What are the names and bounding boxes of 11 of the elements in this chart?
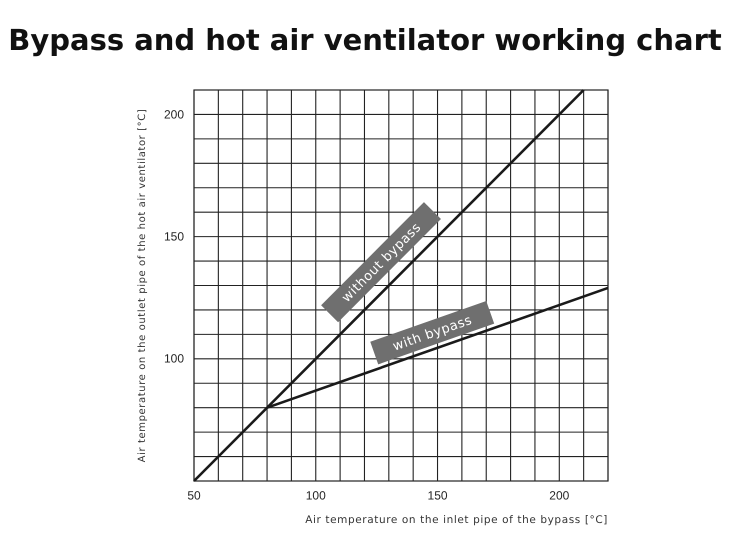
y-tick-label: 100 [164, 352, 184, 366]
label-tag: with bypass [370, 301, 494, 364]
x-tick-label: 100 [306, 488, 326, 503]
y-tick-label: 150 [164, 229, 184, 244]
x-tick-label: 150 [428, 488, 448, 503]
y-tick-label: 200 [164, 107, 184, 122]
x-tick-label: 50 [187, 488, 201, 503]
y-axis-title: Air temperature on the outlet pipe of the hot air ventilator [°C] [137, 108, 148, 462]
x-tick-label: 200 [549, 488, 570, 503]
chart-title: Bypass and hot air ventilator working chart [8, 23, 722, 57]
x-axis-title: Air temperature on the inlet pipe of the bypass [°C] [305, 514, 608, 526]
